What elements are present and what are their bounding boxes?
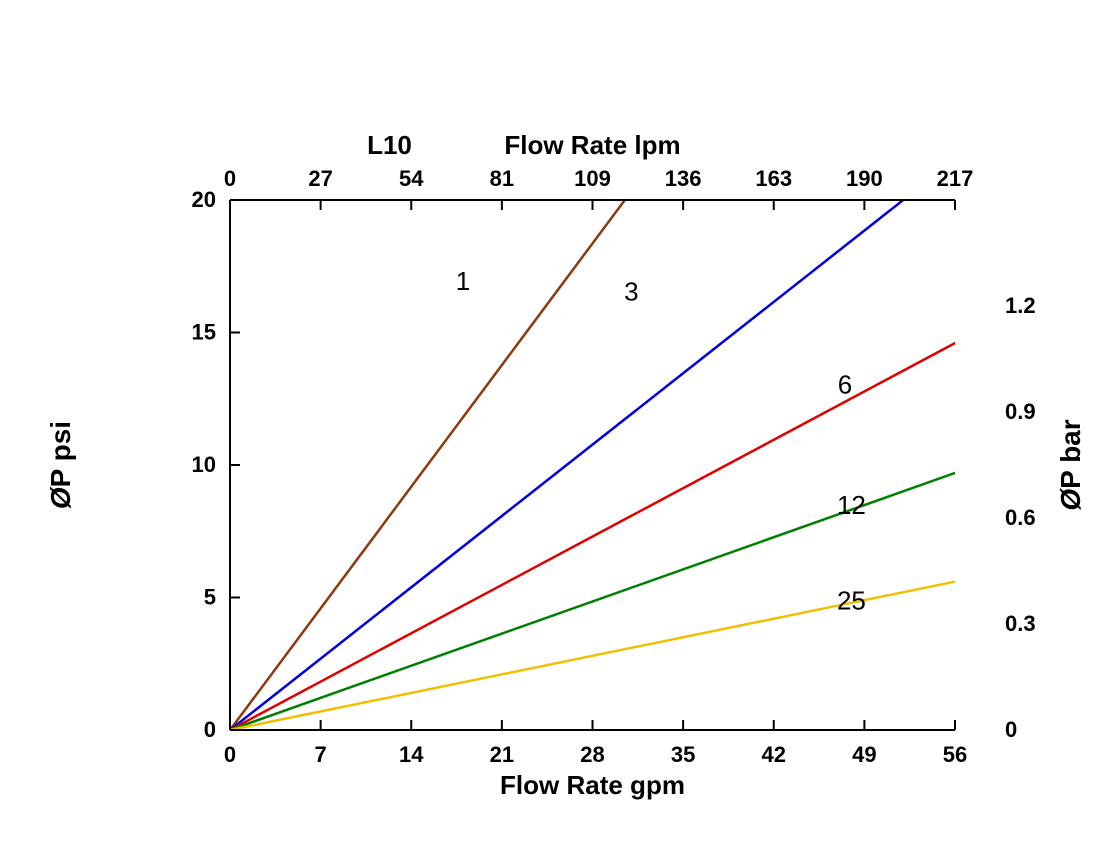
series-25 (230, 507, 1095, 730)
x-top-tick-label: 163 (755, 166, 792, 191)
y-left-tick-label: 20 (192, 187, 216, 212)
y-right-tick-label: 0 (1005, 717, 1017, 742)
x-bottom-tick-label: 49 (852, 742, 876, 767)
series-label-25: 25 (837, 585, 866, 615)
y-right-tick-label: 0.6 (1005, 505, 1036, 530)
x-top-tick-label: 136 (665, 166, 702, 191)
x-bottom-tick-label: 56 (943, 742, 967, 767)
series-1 (230, 0, 822, 730)
x-top-tick-label: 81 (490, 166, 514, 191)
series-label-12: 12 (837, 490, 866, 520)
x-bottom-tick-label: 7 (315, 742, 327, 767)
x-bottom-tick-label: 0 (224, 742, 236, 767)
x-bottom-tick-label: 42 (762, 742, 786, 767)
series-6 (230, 150, 1095, 730)
x-bottom-tick-label: 21 (490, 742, 514, 767)
series-12 (230, 344, 1095, 730)
series-label-6: 6 (838, 369, 852, 399)
series-label-3: 3 (624, 277, 638, 307)
x-top-tick-label: 190 (846, 166, 883, 191)
y-right-tick-label: 0.9 (1005, 399, 1036, 424)
y-left-tick-label: 0 (204, 717, 216, 742)
chart-code-label: L10 (367, 130, 412, 160)
x-bottom-tick-label: 28 (580, 742, 604, 767)
y-right-label: ØP bar (1055, 419, 1086, 510)
y-left-tick-label: 15 (192, 320, 216, 345)
series-group (230, 0, 1095, 730)
x-bottom-label: Flow Rate gpm (500, 770, 685, 800)
x-bottom-tick-label: 14 (399, 742, 424, 767)
x-bottom-tick-label: 35 (671, 742, 695, 767)
x-top-tick-label: 0 (224, 166, 236, 191)
series-label-1: 1 (456, 266, 470, 296)
y-right-tick-label: 1.2 (1005, 293, 1036, 318)
y-left-label: ØP psi (45, 421, 76, 509)
y-left-tick-label: 10 (192, 452, 216, 477)
x-top-tick-label: 54 (399, 166, 424, 191)
series-3 (230, 0, 1095, 730)
x-top-tick-label: 109 (574, 166, 611, 191)
x-top-tick-label: 217 (937, 166, 974, 191)
x-top-label: Flow Rate lpm (504, 130, 680, 160)
chart-svg: 0714212835424956Flow Rate gpm02754811091… (0, 0, 1095, 863)
pressure-flow-chart: 0714212835424956Flow Rate gpm02754811091… (0, 0, 1095, 863)
x-top-tick-label: 27 (308, 166, 332, 191)
y-left-tick-label: 5 (204, 585, 216, 610)
y-right-tick-label: 0.3 (1005, 611, 1036, 636)
